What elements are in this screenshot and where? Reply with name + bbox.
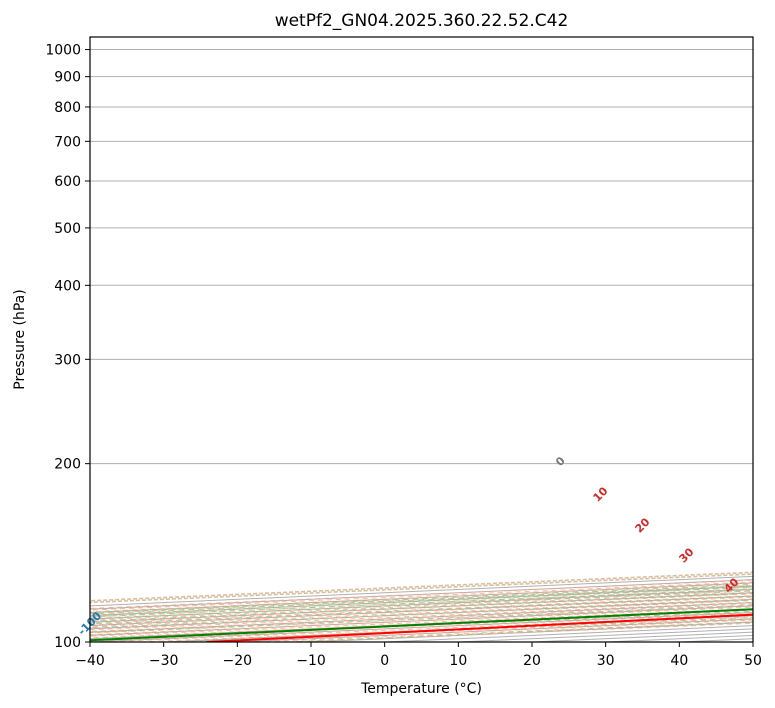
y-tick-label: 800 xyxy=(54,100,81,116)
x-tick-label: −10 xyxy=(296,653,326,669)
x-tick-label: 10 xyxy=(449,653,467,669)
x-tick-label: 50 xyxy=(744,653,762,669)
y-axis-label: Pressure (hPa) xyxy=(12,289,28,389)
plot-frame xyxy=(89,36,754,643)
chart-title: wetPf2_GN04.2025.360.22.52.C42 xyxy=(275,11,569,31)
x-tick-label: −20 xyxy=(223,653,253,669)
x-tick-label: −40 xyxy=(75,653,105,669)
y-tick-label: 1000 xyxy=(45,43,81,59)
x-tick-label: 0 xyxy=(380,653,389,669)
y-tick-label: 700 xyxy=(54,134,81,150)
y-tick-label: 900 xyxy=(54,70,81,86)
x-tick-label: 30 xyxy=(597,653,615,669)
y-tick-label: 500 xyxy=(54,221,81,237)
x-tick-label: 20 xyxy=(523,653,541,669)
y-tick-label: 400 xyxy=(54,278,81,294)
x-axis-label: Temperature (°C) xyxy=(360,681,482,697)
y-tick-label: 600 xyxy=(54,174,81,190)
y-tick-label: 200 xyxy=(54,457,81,473)
x-tick-label: 40 xyxy=(670,653,688,669)
y-tick-label: 100 xyxy=(54,635,81,651)
x-tick-label: −30 xyxy=(149,653,179,669)
y-tick-label: 300 xyxy=(54,352,81,368)
